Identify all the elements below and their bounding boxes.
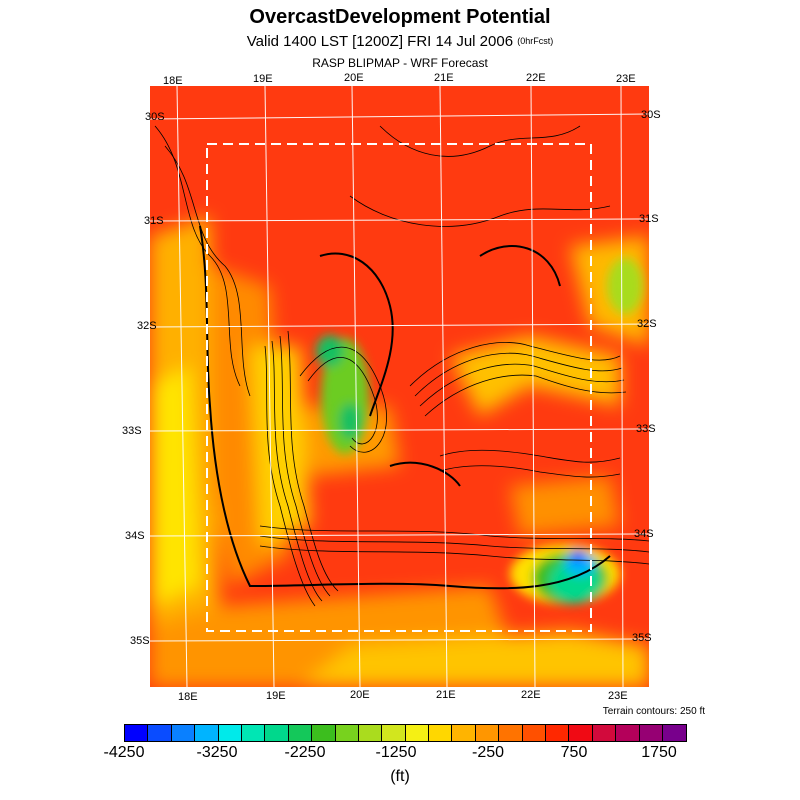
colorbar-tick-label: 750 <box>560 744 588 761</box>
terrain-contours-note: Terrain contours: 250 ft <box>602 706 705 717</box>
colorbar-swatch <box>241 725 266 741</box>
lon-label-top-21e: 21E <box>434 72 454 84</box>
colorbar-tick-label: -250 <box>471 744 505 761</box>
colorbar-swatch <box>452 725 476 741</box>
lat-label-left-33s: 33S <box>122 425 142 437</box>
lat-label-right-35s: 35S <box>632 632 652 644</box>
lon-label-bottom-19e: 19E <box>266 690 286 702</box>
colorbar-swatch <box>382 725 406 741</box>
lon-label-top-18e: 18E <box>163 75 183 87</box>
lat-label-right-34s: 34S <box>634 528 654 540</box>
lat-label-right-32s: 32S <box>637 318 657 330</box>
lat-label-right-30s: 30S <box>641 109 661 121</box>
colorbar-swatch <box>195 725 219 741</box>
lon-label-top-20e: 20E <box>344 72 364 84</box>
model-source-label: RASP BLIPMAP - WRF Forecast <box>312 56 488 70</box>
colorbar-swatch <box>265 725 289 741</box>
valid-time-text: Valid 1400 LST [1200Z] FRI 14 Jul 2006 <box>246 33 514 50</box>
colorbar-swatch <box>288 725 313 741</box>
colorbar-swatch <box>522 725 547 741</box>
lon-label-top-19e: 19E <box>253 73 273 85</box>
forecast-domain-box <box>206 143 592 632</box>
lat-label-left-34s: 34S <box>125 530 145 542</box>
colorbar-tick-label: 1750 <box>641 744 677 761</box>
colorbar-swatch <box>499 725 523 741</box>
colorbar-swatch <box>662 725 687 741</box>
colorbar-tick-label: -1250 <box>375 744 417 761</box>
lat-label-right-33s: 33S <box>636 423 656 435</box>
colorbar-swatch <box>405 725 430 741</box>
colorbar-swatch <box>475 725 500 741</box>
colorbar-swatch <box>335 725 359 741</box>
colorbar <box>124 724 688 742</box>
colorbar-swatch <box>171 725 196 741</box>
colorbar-tick-label: -3250 <box>196 744 238 761</box>
colorbar-swatch <box>569 725 593 741</box>
colorbar-swatch <box>546 725 570 741</box>
colorbar-swatch <box>358 725 383 741</box>
lat-label-left-35s: 35S <box>130 635 150 647</box>
colorbar-swatch <box>148 725 172 741</box>
map-overlay <box>150 86 649 687</box>
lon-label-bottom-18e: 18E <box>178 691 198 703</box>
colorbar-swatch <box>218 725 242 741</box>
lon-label-top-23e: 23E <box>616 73 636 85</box>
color-field <box>150 216 649 687</box>
lat-label-right-31s: 31S <box>639 213 659 225</box>
lon-label-bottom-23e: 23E <box>608 690 628 702</box>
map-title: OvercastDevelopment Potential <box>249 6 551 28</box>
lat-lon-grid <box>150 86 649 687</box>
colorbar-swatch <box>639 725 663 741</box>
lat-label-left-32s: 32S <box>137 320 157 332</box>
lon-label-bottom-20e: 20E <box>350 689 370 701</box>
colorbar-swatch <box>592 725 617 741</box>
lon-label-bottom-21e: 21E <box>436 689 456 701</box>
lon-label-top-22e: 22E <box>526 72 546 84</box>
colorbar-swatch <box>616 725 640 741</box>
colorbar-swatch <box>125 725 149 741</box>
colorbar-tick-label: -4250 <box>103 744 145 761</box>
colorbar-swatch <box>312 725 336 741</box>
lat-label-left-30s: 30S <box>145 111 165 123</box>
lon-label-bottom-22e: 22E <box>521 689 541 701</box>
colorbar-swatch <box>429 725 453 741</box>
colorbar-units: (ft) <box>390 768 410 785</box>
thick-terrain-contours <box>199 225 611 590</box>
colorbar-tick-label: -2250 <box>284 744 326 761</box>
forecast-hour-tag: (0hrFcst) <box>517 36 554 46</box>
lat-label-left-31s: 31S <box>144 215 164 227</box>
valid-time-subtitle: Valid 1400 LST [1200Z] FRI 14 Jul 2006 (… <box>0 33 800 50</box>
